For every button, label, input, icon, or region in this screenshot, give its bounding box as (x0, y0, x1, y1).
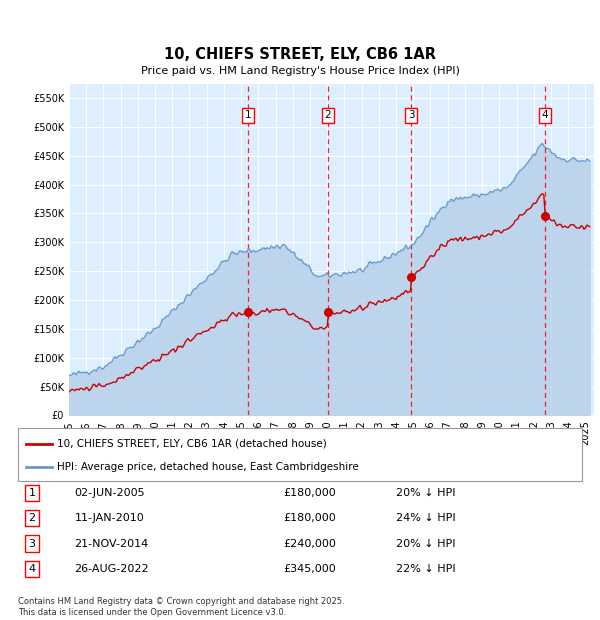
Text: 21-NOV-2014: 21-NOV-2014 (74, 539, 149, 549)
Text: £180,000: £180,000 (283, 513, 336, 523)
Text: £180,000: £180,000 (283, 488, 336, 498)
Text: HPI: Average price, detached house, East Cambridgeshire: HPI: Average price, detached house, East… (58, 463, 359, 472)
Text: 26-AUG-2022: 26-AUG-2022 (74, 564, 149, 574)
Text: 22% ↓ HPI: 22% ↓ HPI (396, 564, 455, 574)
Text: 1: 1 (29, 488, 35, 498)
Text: Contains HM Land Registry data © Crown copyright and database right 2025.
This d: Contains HM Land Registry data © Crown c… (18, 598, 344, 617)
Text: £345,000: £345,000 (283, 564, 336, 574)
Text: 3: 3 (408, 110, 415, 120)
Text: 4: 4 (29, 564, 35, 574)
Text: 20% ↓ HPI: 20% ↓ HPI (396, 488, 455, 498)
Text: £240,000: £240,000 (283, 539, 336, 549)
Text: 2: 2 (325, 110, 331, 120)
Text: Price paid vs. HM Land Registry's House Price Index (HPI): Price paid vs. HM Land Registry's House … (140, 66, 460, 76)
Text: 24% ↓ HPI: 24% ↓ HPI (396, 513, 455, 523)
Text: 10, CHIEFS STREET, ELY, CB6 1AR (detached house): 10, CHIEFS STREET, ELY, CB6 1AR (detache… (58, 438, 327, 449)
Text: 02-JUN-2005: 02-JUN-2005 (74, 488, 145, 498)
Text: 20% ↓ HPI: 20% ↓ HPI (396, 539, 455, 549)
Text: 4: 4 (542, 110, 548, 120)
Text: 10, CHIEFS STREET, ELY, CB6 1AR: 10, CHIEFS STREET, ELY, CB6 1AR (164, 47, 436, 62)
FancyBboxPatch shape (18, 428, 582, 480)
Text: 1: 1 (245, 110, 251, 120)
Text: 2: 2 (29, 513, 35, 523)
Text: 11-JAN-2010: 11-JAN-2010 (74, 513, 144, 523)
Text: 3: 3 (29, 539, 35, 549)
